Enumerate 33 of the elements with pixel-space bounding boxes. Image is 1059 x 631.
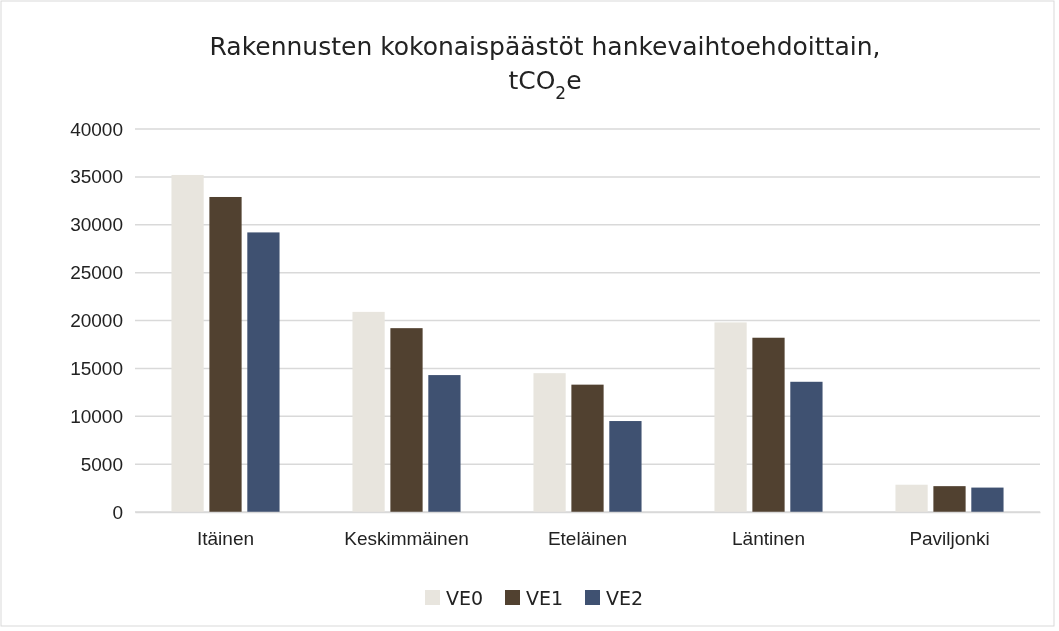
x-tick-label: Läntinen xyxy=(732,528,805,550)
bar xyxy=(428,375,461,512)
bar xyxy=(714,322,747,512)
y-tick-label: 20000 xyxy=(70,310,123,332)
x-tick-label: Eteläinen xyxy=(547,528,628,550)
y-tick-label: 35000 xyxy=(70,166,123,188)
bar xyxy=(790,381,823,512)
legend-label: VE0 xyxy=(446,587,484,609)
bar xyxy=(571,384,604,512)
bar xyxy=(752,337,785,512)
x-tick-label: Itäinen xyxy=(196,528,255,550)
y-tick-label: 15000 xyxy=(70,357,123,379)
y-tick-label: 25000 xyxy=(70,262,123,284)
bar xyxy=(895,484,928,512)
y-tick-label: 10000 xyxy=(70,405,123,427)
x-tick-label: Paviljonki xyxy=(909,528,990,550)
bar xyxy=(609,421,642,512)
bar xyxy=(209,196,242,512)
x-tick-label: Keskimmäinen xyxy=(344,528,469,550)
bar xyxy=(933,486,966,512)
y-tick-label: 5000 xyxy=(80,453,123,475)
bar xyxy=(971,487,1004,512)
bar xyxy=(247,232,280,512)
chart-title: Rakennusten kokonaispäästöt hankevaihtoehdoittain, tCO$_{2}$e xyxy=(209,32,881,103)
y-tick-label: 30000 xyxy=(70,214,123,236)
legend-label: VE1 xyxy=(526,587,564,609)
bar xyxy=(533,373,566,512)
y-tick-label: 0 xyxy=(112,501,123,523)
bar xyxy=(352,311,385,512)
y-tick-label: 40000 xyxy=(70,118,123,140)
bar xyxy=(171,174,204,512)
bar xyxy=(390,328,423,512)
legend-label: VE2 xyxy=(606,587,644,609)
